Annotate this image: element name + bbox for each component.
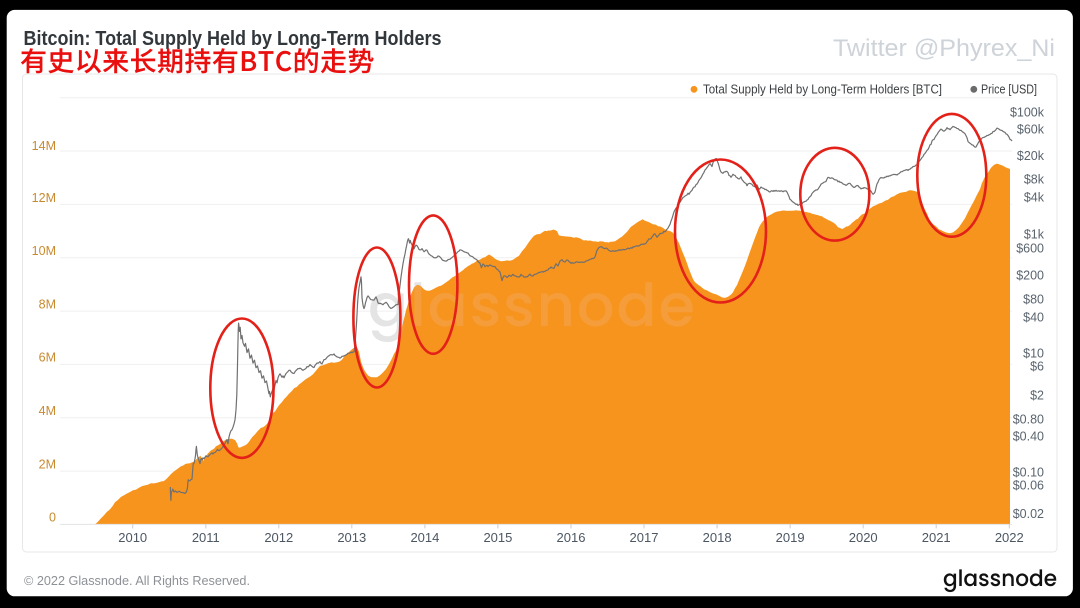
svg-text:$2: $2 — [1030, 388, 1044, 402]
svg-text:$0.06: $0.06 — [1013, 478, 1044, 492]
svg-text:$6: $6 — [1030, 359, 1044, 373]
svg-text:$0.80: $0.80 — [1013, 412, 1044, 426]
svg-text:$0.40: $0.40 — [1013, 429, 1044, 443]
svg-text:4M: 4M — [39, 404, 56, 418]
svg-text:12M: 12M — [32, 191, 56, 205]
svg-text:2022: 2022 — [995, 530, 1024, 545]
svg-text:$60k: $60k — [1017, 122, 1045, 136]
svg-text:2018: 2018 — [703, 530, 732, 545]
svg-text:2016: 2016 — [557, 530, 586, 545]
svg-text:Bitcoin: Total Supply Held by: Bitcoin: Total Supply Held by Long-Term … — [24, 27, 442, 50]
svg-text:Twitter @Phyrex_Ni: Twitter @Phyrex_Ni — [833, 35, 1055, 62]
svg-text:$20k: $20k — [1017, 149, 1045, 163]
svg-text:Total Supply Held by Long-Term: Total Supply Held by Long-Term Holders [… — [703, 82, 942, 97]
svg-text:Price [USD]: Price [USD] — [981, 82, 1037, 97]
svg-text:0: 0 — [49, 511, 56, 525]
svg-text:$4k: $4k — [1024, 190, 1045, 204]
svg-text:2021: 2021 — [922, 530, 951, 545]
svg-text:2014: 2014 — [410, 530, 439, 545]
svg-text:10M: 10M — [32, 244, 56, 258]
svg-text:$0.10: $0.10 — [1013, 465, 1044, 479]
svg-text:2019: 2019 — [776, 530, 805, 545]
svg-text:© 2022 Glassnode. All Rights R: © 2022 Glassnode. All Rights Reserved. — [24, 573, 250, 588]
svg-text:$600: $600 — [1016, 241, 1044, 255]
svg-text:$200: $200 — [1016, 268, 1044, 282]
svg-text:2013: 2013 — [337, 530, 366, 545]
svg-text:2M: 2M — [39, 457, 56, 471]
svg-text:$0.02: $0.02 — [1013, 507, 1044, 521]
svg-text:8M: 8M — [39, 297, 56, 311]
svg-text:$8k: $8k — [1024, 172, 1045, 186]
svg-text:2017: 2017 — [630, 530, 659, 545]
svg-text:$1k: $1k — [1024, 227, 1045, 241]
svg-text:6M: 6M — [39, 351, 56, 365]
svg-text:2012: 2012 — [264, 530, 293, 545]
svg-text:$10: $10 — [1023, 346, 1044, 360]
svg-text:14M: 14M — [32, 139, 56, 153]
svg-text:2020: 2020 — [849, 530, 878, 545]
svg-text:$80: $80 — [1023, 292, 1044, 306]
svg-text:$40: $40 — [1023, 310, 1044, 324]
svg-text:2015: 2015 — [483, 530, 512, 545]
svg-text:2011: 2011 — [192, 530, 220, 545]
svg-text:$100k: $100k — [1010, 105, 1045, 119]
svg-text:2010: 2010 — [118, 530, 147, 545]
